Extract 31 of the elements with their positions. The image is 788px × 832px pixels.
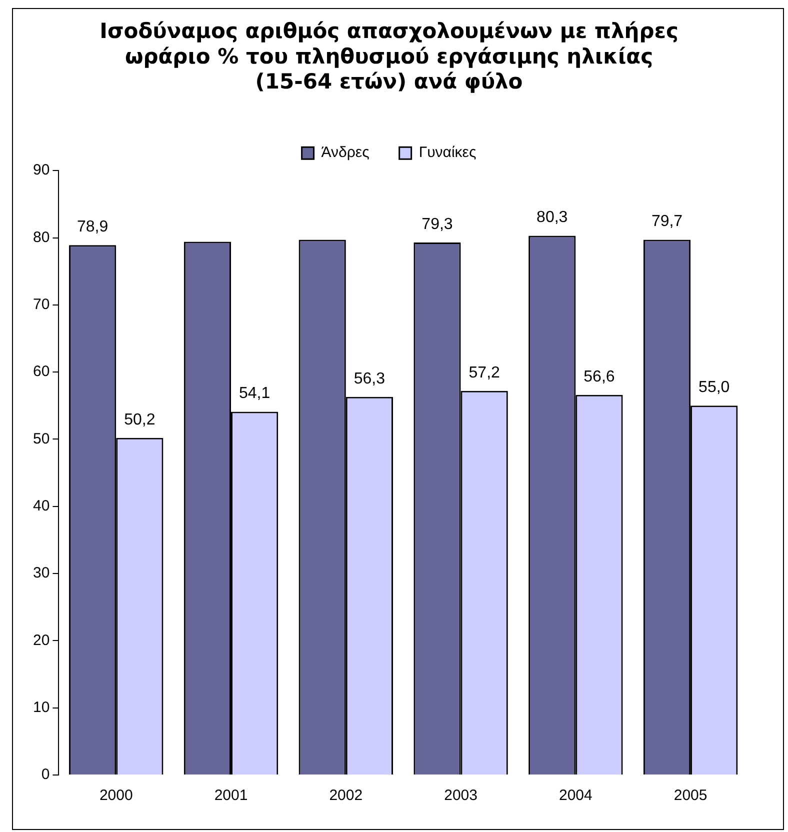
y-tick-label: 60: [32, 363, 50, 380]
text: (15-64 ετών) ανά φύλο: [255, 69, 523, 94]
y-tick-label: 80: [32, 228, 50, 246]
y-tick-label: 70: [32, 296, 50, 314]
data-label: 79,7: [651, 213, 683, 230]
data-label: 55,0: [698, 379, 730, 396]
y-tick-label: 30: [32, 564, 50, 582]
legend-label: Άνδρες: [321, 144, 370, 162]
y-tick-label: 50: [32, 430, 50, 448]
y-tick-label: 40: [32, 498, 50, 515]
data-label: 80,3: [536, 209, 568, 226]
x-tick-label: 2002: [329, 787, 363, 804]
text: Ισοδύναμος αριθμός απασχολουμένων με πλήρες: [100, 19, 678, 44]
x-tick-label: 2005: [674, 787, 708, 804]
x-tick-label: 2003: [444, 787, 478, 804]
x-tick-label: 2004: [558, 787, 592, 804]
data-label: 57,2: [468, 364, 500, 382]
y-tick-label: 10: [32, 698, 50, 716]
x-tick-label: 2000: [99, 787, 133, 804]
data-label: 56,3: [354, 370, 386, 388]
data-label: 50,2: [124, 411, 156, 428]
data-label: 54,1: [238, 385, 270, 402]
y-tick-label: 90: [32, 162, 50, 179]
data-label: 78,9: [77, 218, 108, 236]
y-tick-label: 20: [32, 632, 50, 649]
text: ωράριο % του πληθυσμού εργάσιμης ηλικίας: [124, 44, 654, 68]
data-label: 56,6: [584, 368, 615, 386]
y-tick-label: 0: [41, 766, 50, 784]
legend-label: Γυναίκες: [418, 144, 476, 162]
x-tick-label: 2001: [214, 787, 248, 804]
data-label: 79,3: [422, 216, 453, 233]
